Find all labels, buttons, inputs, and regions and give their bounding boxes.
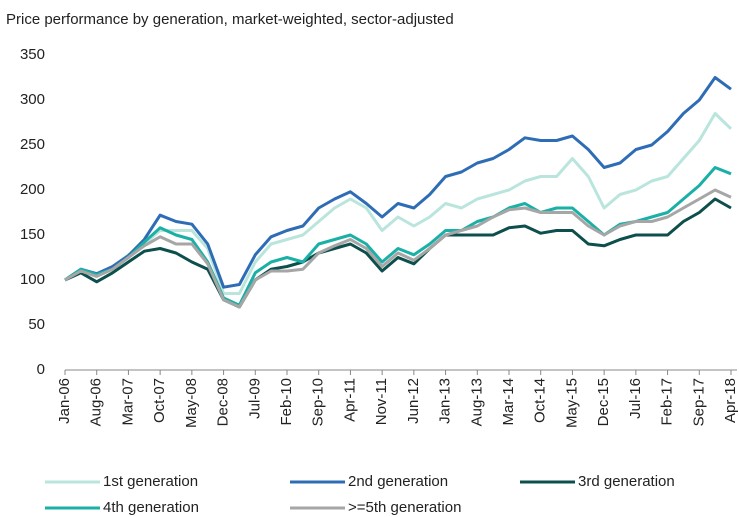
x-tick-label: May-08 [183,378,200,428]
y-tick-label: 350 [20,46,45,63]
x-tick-label: Jan-13 [437,378,454,424]
y-tick-label: 100 [20,271,45,288]
x-tick-label: Jul-09 [246,378,263,419]
y-tick-label: 300 [20,91,45,108]
series-line [64,197,732,309]
y-tick-label: 200 [20,181,45,198]
x-tick-label: Aug-06 [88,378,105,426]
x-tick-label: Oct-14 [532,378,549,423]
x-tick-label: Apr-18 [722,378,739,423]
series-line [64,76,732,289]
legend-label: 1st generation [103,473,198,490]
legend-label: >=5th generation [348,499,461,516]
x-tick-label: Mar-14 [500,378,517,426]
x-tick-label: Sep-17 [690,378,707,426]
y-tick-label: 150 [20,226,45,243]
x-tick-label: Jun-12 [405,378,422,424]
y-tick-label: 50 [28,316,45,333]
x-tick-label: Oct-07 [151,378,168,423]
series-line [64,112,733,295]
x-tick-label: May-15 [563,378,580,428]
x-tick-label: Apr-11 [341,378,358,422]
legend-label: 4th generation [103,499,199,516]
x-tick-label: Dec-08 [215,378,232,426]
x-tick-label: Nov-11 [373,378,390,425]
x-tick-label: Aug-13 [468,378,485,426]
series-line [64,188,732,309]
x-tick-label: Feb-17 [659,378,676,426]
y-tick-label: 250 [20,136,45,153]
chart-title: Price performance by generation, market-… [6,11,454,28]
legend-label: 2nd generation [348,473,448,490]
legend-label: 3rd generation [578,473,675,490]
y-tick-label: 0 [37,361,45,378]
x-tick-label: Feb-10 [278,378,295,426]
x-tick-label: Jan-06 [56,378,73,424]
x-tick-label: Jul-16 [627,378,644,419]
x-tick-label: Dec-15 [595,378,612,426]
x-tick-label: Sep-10 [310,378,327,426]
series-line [64,166,732,307]
x-tick-label: Mar-07 [119,378,136,426]
